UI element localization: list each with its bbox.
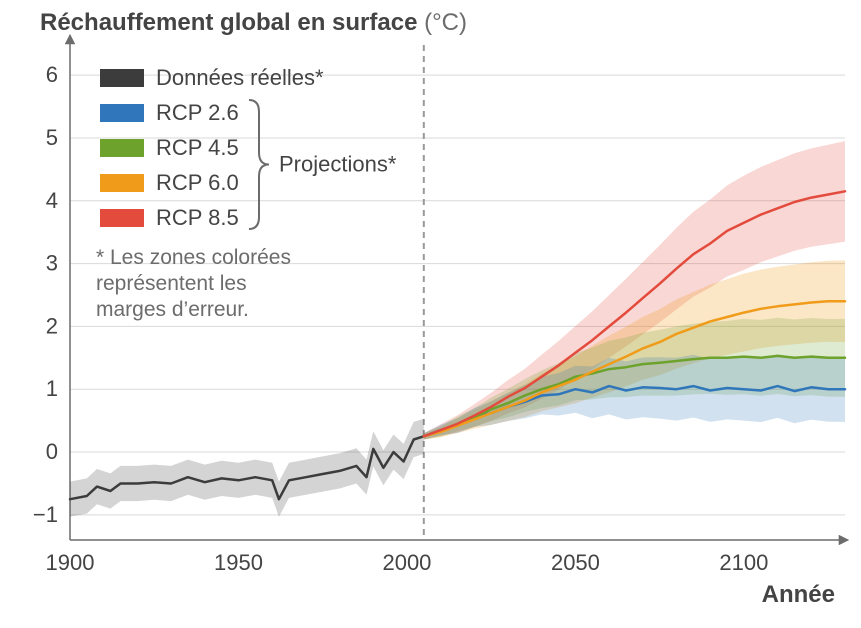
legend-label: RCP 8.5 [156,205,239,230]
y-tick-label: −1 [33,502,58,527]
legend-swatch [100,174,144,192]
chart-title: Réchauffement global en surface (°C) [40,9,467,36]
legend-swatch [100,69,144,87]
legend-brace [249,100,269,229]
x-tick-label: 2000 [382,550,431,575]
x-tick-label: 2050 [551,550,600,575]
y-tick-label: 6 [46,62,58,87]
legend-label: RCP 2.6 [156,100,239,125]
y-tick-label: 4 [46,188,58,213]
legend-label: Données réelles* [156,65,324,90]
chart-svg: −1 0 1 2 3 4 5 6 1900 1950 2000 2050 2100 Réchauffeme… [0,0,861,628]
x-tick-label: 1950 [214,550,263,575]
x-tick-label: 2100 [719,550,768,575]
legend-swatch [100,104,144,122]
y-tick-label: 1 [46,376,58,401]
legend-footnote: représentent les [96,272,247,295]
observed-band [70,419,424,517]
legend-swatch [100,209,144,227]
legend-footnote: marges d’erreur. [96,298,249,321]
y-tick-label: 0 [46,439,58,464]
legend-swatch [100,139,144,157]
y-tick-label: 3 [46,251,58,276]
y-tick-label: 5 [46,125,58,150]
x-tick-label: 1900 [46,550,95,575]
warming-chart: −1 0 1 2 3 4 5 6 1900 1950 2000 2050 2100 Réchauffeme… [0,0,861,628]
y-tick-label: 2 [46,313,58,338]
legend-brace-label: Projections* [279,152,397,177]
x-axis-label: Année [762,581,835,608]
legend-label: RCP 4.5 [156,135,239,160]
legend-footnote: * Les zones colorées [96,246,291,269]
legend-label: RCP 6.0 [156,170,239,195]
